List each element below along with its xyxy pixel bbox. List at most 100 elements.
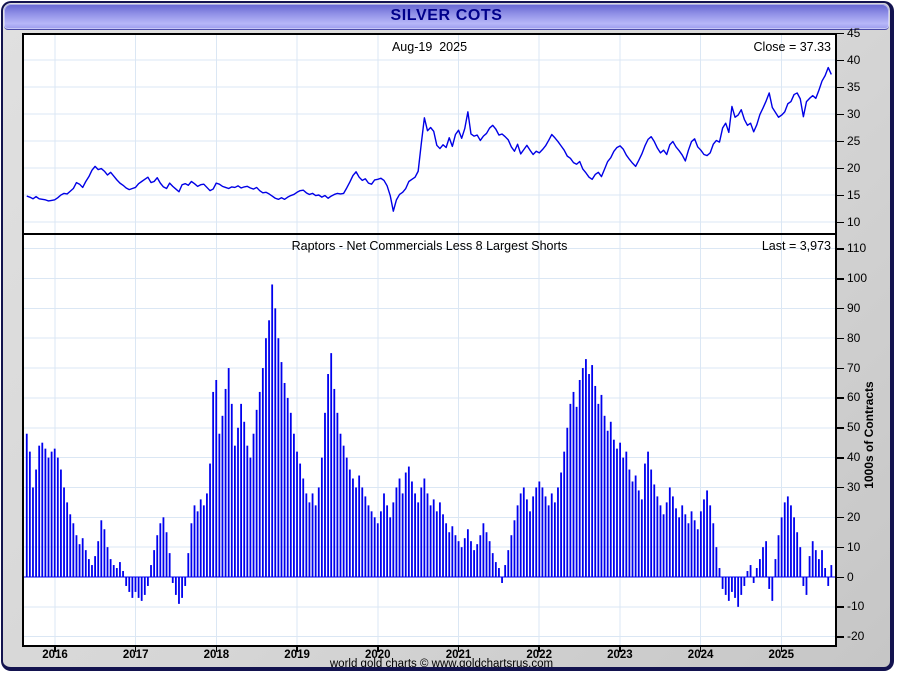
contracts-bar <box>532 496 535 577</box>
x-tickmark <box>619 647 621 652</box>
contracts-bar <box>703 499 705 577</box>
contracts-bar <box>91 565 93 577</box>
contracts-bar <box>426 493 429 577</box>
contracts-bar <box>609 421 612 577</box>
contracts-bar <box>768 577 771 589</box>
contracts-bar <box>386 505 389 577</box>
contracts-bar <box>681 505 684 577</box>
y-tick-label: 20 <box>847 160 861 175</box>
contracts-bar <box>355 487 357 577</box>
contracts-bar <box>435 511 438 577</box>
y-tick-label: 90 <box>847 300 861 315</box>
contracts-bar <box>376 523 379 577</box>
x-tick-label: 2019 <box>284 649 310 661</box>
contracts-bar <box>513 520 516 577</box>
contracts-bar <box>588 374 590 577</box>
contracts-bar <box>709 505 712 577</box>
contracts-bar <box>572 391 575 577</box>
x-tick-label: 2023 <box>607 649 633 661</box>
contracts-bar <box>423 478 426 577</box>
contracts-bar <box>811 541 814 577</box>
contracts-bar <box>612 439 615 577</box>
contracts-bar <box>333 388 336 577</box>
contracts-bar <box>112 565 115 577</box>
contracts-bar <box>286 397 289 577</box>
contracts-bar <box>758 559 761 577</box>
contracts-bar <box>504 565 507 577</box>
contracts-bar <box>566 427 569 577</box>
y-tick-label: 20 <box>847 509 861 524</box>
contracts-bar <box>814 550 817 577</box>
contracts-bar <box>675 508 677 577</box>
contracts-bar <box>206 493 208 577</box>
contracts-bar <box>196 511 199 577</box>
contracts-bar <box>594 385 597 577</box>
contracts-bar <box>38 445 41 577</box>
contracts-bar <box>320 457 323 577</box>
contracts-bar <box>535 487 538 577</box>
contracts-bar <box>128 577 131 592</box>
contracts-bar <box>830 565 833 577</box>
contracts-bar <box>311 493 314 577</box>
y-tick-label: 30 <box>847 479 861 494</box>
contracts-bar <box>131 577 134 598</box>
contracts-bar <box>202 505 205 577</box>
contracts-bar <box>569 403 572 577</box>
contracts-bar <box>696 529 699 577</box>
contracts-bar <box>485 532 488 577</box>
contracts-bar <box>631 481 634 577</box>
y-tick-label: 60 <box>847 390 861 405</box>
contracts-bar <box>324 412 326 577</box>
contracts-bar <box>342 445 345 577</box>
contracts-bar <box>147 577 149 586</box>
y-tick-label: 25 <box>847 133 861 148</box>
contracts-bar <box>293 433 295 577</box>
contracts-bar <box>665 502 668 578</box>
contracts-bar <box>526 499 528 577</box>
contracts-bar <box>25 433 28 577</box>
contracts-bar <box>252 433 255 577</box>
contracts-bar <box>401 493 404 577</box>
title-bar: SILVER COTS <box>4 4 889 30</box>
contracts-bar <box>280 362 283 577</box>
y-tickmark <box>837 427 844 429</box>
combined-chart-canvas <box>24 35 835 645</box>
contracts-bar <box>600 394 603 577</box>
contracts-bar <box>498 568 500 577</box>
contracts-bar <box>230 403 233 577</box>
contracts-bar <box>404 472 407 577</box>
y-tickmark <box>837 248 844 250</box>
contracts-bar <box>392 502 395 578</box>
contracts-bar <box>56 457 59 577</box>
contracts-bar <box>557 487 559 577</box>
contracts-bar <box>678 517 681 577</box>
contracts-bar <box>793 517 795 577</box>
contracts-bar <box>60 469 62 577</box>
contracts-bar <box>454 535 457 577</box>
contracts-bar <box>336 412 339 577</box>
contracts-bar <box>296 451 298 577</box>
page-title: SILVER COTS <box>390 7 503 24</box>
copyright-footer: world gold charts © www.goldchartsrus.co… <box>329 658 554 670</box>
contracts-bar <box>255 409 258 577</box>
y-tick-label: 45 <box>847 25 861 40</box>
y-tick-label: 30 <box>847 106 861 121</box>
contracts-bar <box>656 496 659 577</box>
contracts-bar <box>827 577 830 586</box>
contracts-bar <box>622 457 625 577</box>
contracts-bar <box>432 499 435 577</box>
contracts-bar <box>479 535 482 577</box>
contracts-bar <box>445 523 448 577</box>
contracts-bar <box>603 415 606 577</box>
contracts-bar <box>140 577 143 601</box>
x-tickmark <box>538 647 540 652</box>
contracts-bar <box>243 421 246 577</box>
contracts-bar <box>305 493 308 577</box>
x-tickmark <box>134 647 137 652</box>
top-chart-close-label: Close = 37.33 <box>753 40 831 54</box>
contracts-bar <box>150 565 152 577</box>
y-tickmark <box>837 546 844 549</box>
x-tick-label: 2025 <box>768 649 795 661</box>
contracts-bar <box>771 577 774 601</box>
